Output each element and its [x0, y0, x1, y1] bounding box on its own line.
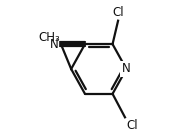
- Text: Cl: Cl: [126, 119, 138, 132]
- Text: CH₃: CH₃: [38, 31, 60, 44]
- Text: N: N: [122, 63, 131, 75]
- Text: N: N: [50, 38, 59, 51]
- Text: Cl: Cl: [112, 6, 124, 19]
